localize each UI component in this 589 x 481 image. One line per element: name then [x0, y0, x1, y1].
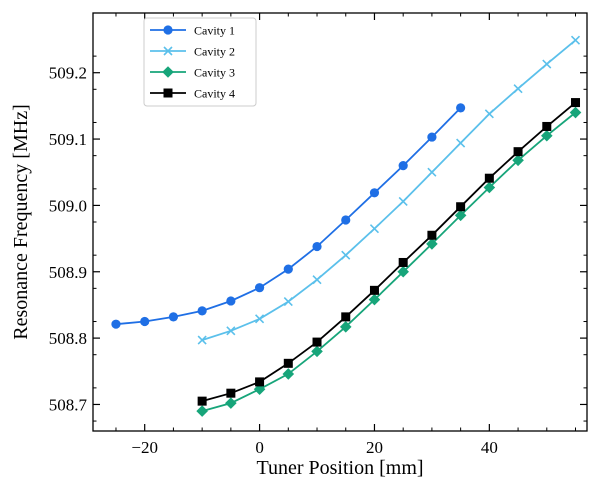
- series-1-point: [140, 316, 150, 327]
- legend: Cavity 1 Cavity 2 Cavity 3 Cavity 4: [143, 17, 257, 107]
- series-4-point: [255, 377, 265, 387]
- series-4-point: [484, 173, 494, 183]
- series-1-point: [283, 264, 293, 274]
- y-tick-label: 508.7: [49, 395, 88, 414]
- series-2-point: [341, 250, 351, 260]
- legend-marker: [163, 46, 173, 56]
- chart-marks: [111, 35, 582, 417]
- series-4-point: [513, 147, 523, 157]
- series-2-point: [197, 335, 207, 345]
- series-3-point: [253, 383, 266, 395]
- legend-label: Cavity 3: [194, 66, 235, 80]
- series-4-line: [201, 101, 577, 402]
- series-3-point: [426, 238, 438, 250]
- series-4-point: [571, 98, 581, 108]
- series-2-point: [226, 326, 236, 336]
- series-3-point: [311, 345, 323, 358]
- legend-marker: [163, 88, 173, 98]
- series-4: [197, 98, 581, 406]
- series-2-point: [398, 196, 408, 206]
- series-4-point: [226, 388, 236, 398]
- series-3-point: [225, 397, 237, 409]
- series-4-point: [456, 202, 466, 212]
- series-1-point: [456, 103, 466, 113]
- series-4-point: [341, 312, 351, 322]
- series-1: [111, 103, 466, 329]
- y-tick-label: 509.1: [49, 130, 87, 149]
- series-2-point: [255, 314, 265, 324]
- series-1-point: [111, 319, 121, 329]
- series-4-point: [542, 121, 552, 131]
- series-2-point: [427, 167, 437, 177]
- legend-item: Cavity 4: [150, 87, 235, 101]
- series-3-line: [201, 111, 577, 412]
- series-1-point: [312, 241, 322, 252]
- x-tick-label: −20: [131, 438, 158, 457]
- series-1-point: [254, 283, 265, 293]
- series-3-point: [569, 106, 582, 119]
- series-3: [196, 106, 582, 417]
- x-tick-label: 20: [366, 438, 383, 457]
- series-2-point: [312, 275, 322, 285]
- legend-item: Cavity 2: [150, 45, 235, 59]
- series-2: [197, 35, 581, 345]
- series-1-point: [197, 306, 207, 316]
- series-4-point: [283, 358, 293, 368]
- y-tick-label: 508.9: [49, 263, 87, 282]
- series-3-point: [282, 368, 295, 380]
- series-1-point: [369, 188, 380, 198]
- series-3-point: [368, 293, 381, 306]
- series-4-point: [197, 396, 207, 406]
- series-1-line: [115, 107, 462, 326]
- series-2-point: [542, 59, 552, 69]
- axes: −20 0 20 40 508.7 508.8 508.9 509.0 509.1 509.2: [49, 13, 587, 457]
- series-1-point: [398, 161, 408, 171]
- series-4-point: [369, 285, 379, 295]
- legend-label: Cavity 2: [194, 45, 235, 59]
- series-2-point: [570, 35, 581, 45]
- series-3-point: [512, 154, 524, 167]
- legend-marker: [162, 66, 174, 78]
- y-tick-label: 509.2: [49, 64, 87, 83]
- series-3-point: [397, 265, 409, 278]
- y-axis-label: Resonance Frequency [MHz]: [10, 104, 32, 339]
- x-tick-label: 40: [481, 438, 498, 457]
- series-3-point: [454, 209, 467, 222]
- x-tick-label: 0: [255, 438, 264, 457]
- legend-label: Cavity 4: [194, 87, 235, 101]
- y-tick-label: 509.0: [49, 196, 87, 215]
- series-1-point: [168, 312, 179, 322]
- legend-label: Cavity 1: [194, 24, 235, 38]
- series-3-point: [339, 321, 352, 333]
- y-tick-label: 508.8: [49, 329, 87, 348]
- series-2-point: [456, 138, 466, 148]
- legend-item: Cavity 1: [150, 24, 235, 38]
- series-2-point: [283, 297, 293, 307]
- series-2-line: [201, 39, 577, 341]
- series-2-point: [513, 84, 523, 94]
- series-3-point: [540, 129, 553, 142]
- series-1-point: [341, 215, 351, 225]
- series-2-point: [369, 224, 380, 234]
- series-4-point: [427, 230, 437, 240]
- series-3-point: [196, 405, 208, 417]
- legend-box: [143, 17, 257, 107]
- x-axis-label: Tuner Position [mm]: [256, 457, 423, 479]
- series-2-point: [484, 109, 494, 119]
- legend-marker: [163, 25, 173, 35]
- series-1-point: [226, 296, 236, 306]
- series-1-point: [427, 132, 437, 142]
- series-4-point: [312, 337, 322, 347]
- series-3-point: [483, 181, 496, 194]
- series-4-point: [398, 257, 408, 267]
- legend-item: Cavity 3: [150, 66, 235, 80]
